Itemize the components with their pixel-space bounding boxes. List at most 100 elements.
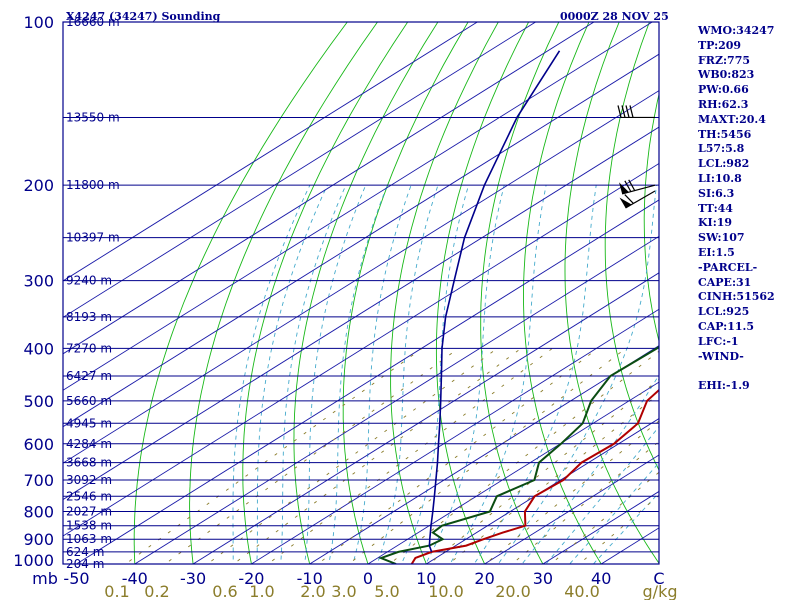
index-line: -PARCEL- <box>698 260 758 274</box>
wind-barb-flag <box>629 105 634 118</box>
pressure-tick-label: 900 <box>23 530 54 549</box>
dry-adiabat-line <box>604 22 659 472</box>
height-label: 9240 m <box>66 274 112 288</box>
temperature-tick-label: -10 <box>297 569 323 588</box>
height-label: 1538 m <box>66 519 112 533</box>
wind-barb-flag <box>625 105 630 118</box>
height-label: 3092 m <box>66 473 112 487</box>
sounding-profiles <box>378 50 659 564</box>
pressure-tick-label: 100 <box>23 13 54 32</box>
height-label: 2027 m <box>66 504 112 518</box>
temperature-tick-label: 30 <box>533 569 553 588</box>
index-line: WB0:823 <box>698 68 755 82</box>
height-label: 4945 m <box>66 416 112 430</box>
background-grid <box>63 22 659 564</box>
pressure-tick-label: 800 <box>23 502 54 521</box>
mixing-ratio-label: 20.0 <box>495 582 531 600</box>
wind-barb <box>619 190 656 209</box>
dewpoint-profile <box>378 345 659 564</box>
isotherm-line <box>425 418 659 564</box>
dry-adiabat-line <box>133 22 348 564</box>
height-label: 2546 m <box>66 489 112 503</box>
mixing-ratio-label: 0.2 <box>144 582 169 600</box>
height-label: 11800 m <box>66 178 120 192</box>
height-label: 10397 m <box>66 231 120 245</box>
height-label: 16660 m <box>66 15 120 29</box>
mixing-ratio-line <box>348 347 627 564</box>
wind-barb-flag <box>621 105 626 118</box>
dry-adiabat-line <box>242 22 409 564</box>
height-label: 5660 m <box>66 394 112 408</box>
isotherm-line <box>63 90 659 464</box>
index-line: RH:62.3 <box>698 97 749 111</box>
isotherm-line <box>483 454 659 564</box>
temperature-tick-label: C <box>653 569 664 588</box>
moist-adiabat-line <box>232 185 311 564</box>
wind-barb <box>619 179 656 195</box>
wind-barb-flag <box>628 179 636 191</box>
temperature-tick-label: mb <box>32 569 58 588</box>
dry-adiabat-line <box>189 22 378 564</box>
isotherm-line <box>63 126 659 501</box>
index-line: SI:6.3 <box>698 186 735 200</box>
index-line: LI:10.8 <box>698 171 742 185</box>
index-line: LFC:-1 <box>698 334 739 348</box>
mixing-ratio-line <box>550 471 659 564</box>
isotherm-line <box>75 199 659 564</box>
mixing-ratio-line <box>124 347 423 564</box>
moist-adiabat-line <box>328 185 388 564</box>
wind-barb <box>617 105 655 119</box>
moist-adiabat-line <box>352 185 412 564</box>
temperature-tick-label: 10 <box>416 569 436 588</box>
pressure-tick-label: 400 <box>23 339 54 358</box>
temperature-profile <box>410 388 659 564</box>
height-label: 4284 m <box>66 437 112 451</box>
isotherm-line <box>367 381 659 564</box>
index-line: KI:19 <box>698 216 733 230</box>
dry-adiabat-line <box>480 22 560 564</box>
index-line: FRZ:775 <box>698 53 751 67</box>
pressure-tick-label: 300 <box>23 272 54 291</box>
mixing-ratio-label: 0.1 <box>104 582 129 600</box>
mixing-ratio-label: 3.0 <box>331 582 356 600</box>
isotherm-line <box>63 22 595 355</box>
wind-barb-flag <box>624 180 632 192</box>
index-line: L57:5.8 <box>698 142 745 156</box>
moist-adiabat-line <box>497 185 657 564</box>
mixing-ratio-line <box>206 347 498 564</box>
index-line: TP:209 <box>698 38 742 52</box>
height-label: 3668 m <box>66 456 112 470</box>
height-label: 1063 m <box>66 532 112 546</box>
moist-adiabat-line <box>473 185 597 564</box>
mixing-ratio-label: 40.0 <box>564 582 600 600</box>
chart-title: X4247 (34247) Sounding <box>66 10 221 23</box>
index-line: LCL:925 <box>698 305 750 319</box>
moist-adiabat-line <box>425 185 505 564</box>
temperature-tick-label: -40 <box>122 569 148 588</box>
height-label: 204 m <box>66 557 104 571</box>
index-line: MAXT:20.4 <box>698 112 766 126</box>
temperature-tick-label: 20 <box>474 569 494 588</box>
isotherm-line <box>192 272 659 564</box>
height-label: 7270 m <box>66 341 112 355</box>
moist-adiabat-line <box>304 185 367 564</box>
dry-adiabat-line <box>293 22 439 564</box>
height-label: 624 m <box>66 545 104 559</box>
isotherm-line <box>308 345 659 564</box>
index-line: PW:0.66 <box>698 83 749 97</box>
moist-adiabat-line <box>401 185 470 564</box>
index-line: LCL:982 <box>698 157 750 171</box>
pressure-tick-label: 1000 <box>13 551 54 570</box>
pressure-tick-label: 200 <box>23 176 54 195</box>
wind-barb-pennant <box>619 182 629 194</box>
index-line: SW:107 <box>698 231 745 245</box>
mixing-ratio-line <box>164 347 459 564</box>
mixing-ratio-label: 10.0 <box>428 582 464 600</box>
index-line: EI:1.5 <box>698 245 735 259</box>
index-line: WMO:34247 <box>698 24 775 37</box>
dry-adiabat-line <box>435 22 530 564</box>
temperature-tick-label: -30 <box>180 569 206 588</box>
